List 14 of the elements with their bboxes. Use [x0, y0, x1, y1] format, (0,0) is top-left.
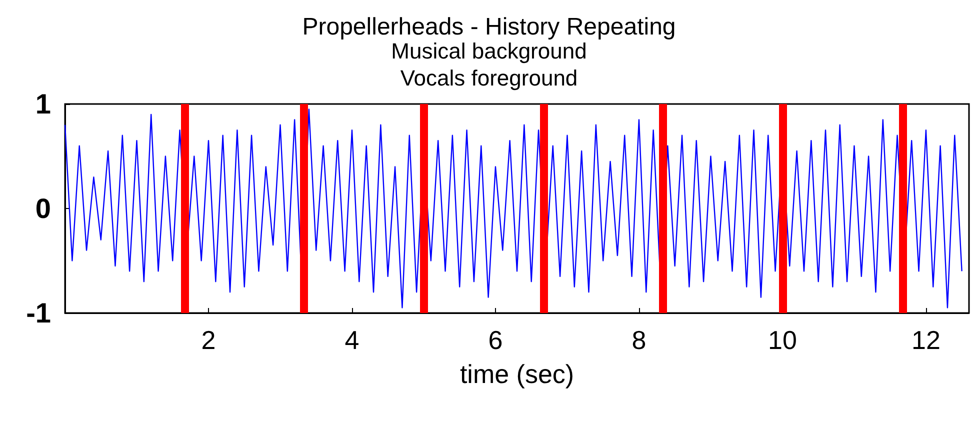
- x-axis-title: time (sec): [460, 359, 574, 389]
- y-tick-label: -1: [26, 298, 51, 328]
- x-tick-label: 8: [632, 325, 646, 355]
- x-tick-label: 6: [488, 325, 503, 355]
- text: Vocals foreground: [400, 66, 578, 90]
- chart-title: Propellerheads - History Repeating: [302, 14, 676, 40]
- x-tick-label: 12: [911, 325, 940, 355]
- text: Musical background: [391, 38, 587, 64]
- y-tick-label: 0: [35, 193, 51, 224]
- line-series: [64, 108, 962, 308]
- y-tick-label: 1: [35, 88, 51, 120]
- x-tick-label: 4: [344, 325, 360, 355]
- x-tick-label: 10: [768, 325, 797, 355]
- x-tick-label: 2: [201, 325, 216, 355]
